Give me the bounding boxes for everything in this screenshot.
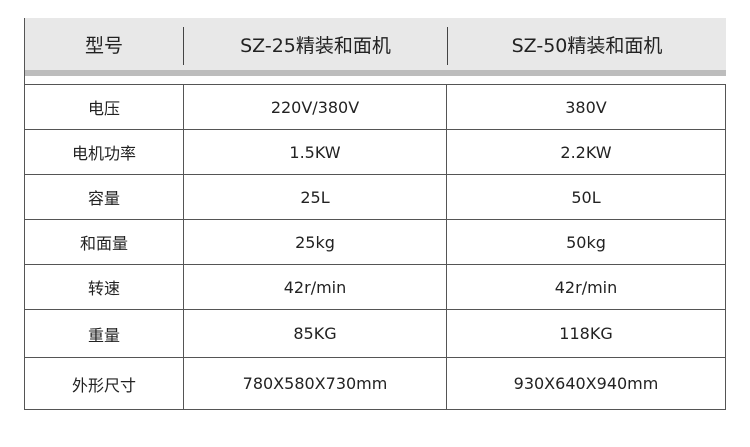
row-label: 电压 (24, 84, 184, 130)
header-divider (183, 27, 184, 65)
row-label: 和面量 (24, 219, 184, 265)
sz25-value: 1.5KW (183, 129, 447, 175)
sz25-value: 220V/380V (183, 84, 447, 130)
table-row: 和面量 25kg 50kg (24, 219, 726, 265)
header-gap (24, 76, 726, 84)
table-row: 电机功率 1.5KW 2.2KW (24, 129, 726, 175)
table-row: 重量 85KG 118KG (24, 309, 726, 358)
header-sz25: SZ-25精装和面机 (240, 35, 391, 57)
table-row: 转速 42r/min 42r/min (24, 264, 726, 310)
header-divider (447, 27, 448, 65)
row-label: 转速 (24, 264, 184, 310)
sz50-value: 930X640X940mm (446, 357, 726, 410)
sz50-value: 118KG (446, 309, 726, 358)
row-label: 外形尺寸 (24, 357, 184, 410)
row-label: 容量 (24, 174, 184, 220)
sz50-value: 2.2KW (446, 129, 726, 175)
sz50-value: 42r/min (446, 264, 726, 310)
table-row: 外形尺寸 780X580X730mm 930X640X940mm (24, 357, 726, 410)
table-header: 型号 SZ-25精装和面机 SZ-50精装和面机 (24, 18, 726, 70)
table-row: 容量 25L 50L (24, 174, 726, 220)
spec-table: 电压 220V/380V 380V 电机功率 1.5KW 2.2KW 容量 25L 50L … (24, 84, 726, 410)
table-row: 电压 220V/380V 380V (24, 84, 726, 130)
row-label: 重量 (24, 309, 184, 358)
sz25-value: 42r/min (183, 264, 447, 310)
sz50-value: 380V (446, 84, 726, 130)
row-label: 电机功率 (24, 129, 184, 175)
header-model: 型号 (84, 35, 123, 57)
header-sz50: SZ-50精装和面机 (511, 35, 663, 57)
sz25-value: 85KG (183, 309, 447, 358)
sz50-value: 50L (446, 174, 726, 220)
sz50-value: 50kg (446, 219, 726, 265)
sz25-value: 780X580X730mm (183, 357, 447, 410)
sz25-value: 25kg (183, 219, 447, 265)
sz25-value: 25L (183, 174, 447, 220)
header-underline-bar (24, 70, 726, 76)
